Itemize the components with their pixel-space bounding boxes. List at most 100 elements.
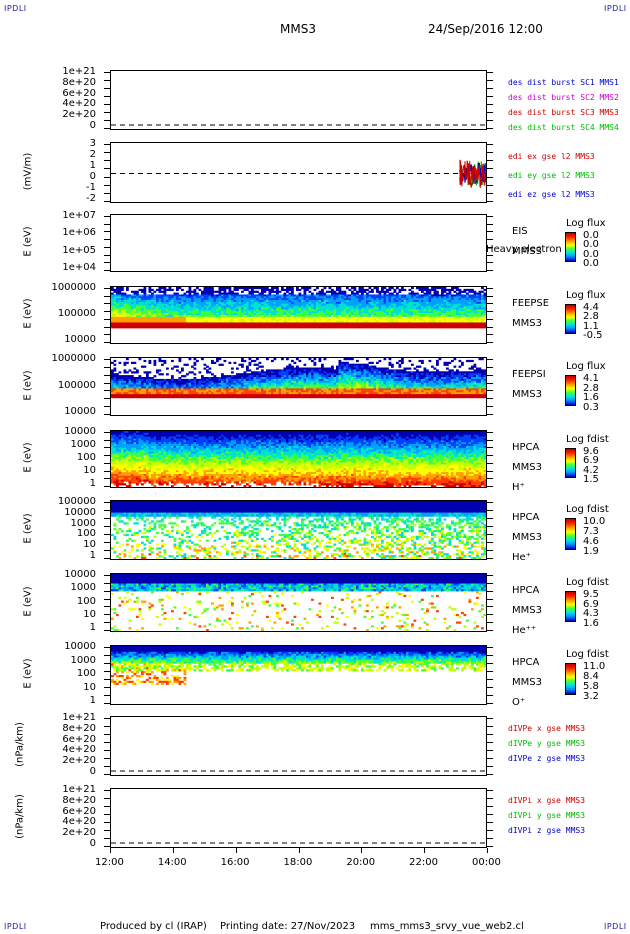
- spectrogram-cell: [386, 307, 389, 310]
- spectrogram-cell: [451, 326, 454, 329]
- spectrogram-cell: [271, 384, 274, 387]
- spectrogram-cell: [283, 392, 287, 395]
- spectrogram-cell: [233, 324, 237, 327]
- spectrogram-cell: [308, 371, 312, 374]
- spectrogram-cell: [263, 380, 267, 383]
- spectrogram-cell: [173, 305, 177, 308]
- spectrogram-cell: [441, 315, 444, 318]
- spectrogram-cell: [193, 307, 197, 310]
- spectrogram-cell: [188, 303, 192, 306]
- spectrogram-cell: [388, 320, 392, 323]
- spectrogram-cell: [266, 296, 269, 299]
- spectrogram-cell: [331, 388, 334, 391]
- spectrogram-cell: [176, 318, 179, 321]
- spectrogram-cell: [168, 396, 172, 399]
- spectrogram-cell: [391, 384, 394, 387]
- spectrogram-cell: [481, 301, 484, 305]
- spectrogram-cell: [301, 380, 304, 383]
- spectrogram-cell: [291, 294, 294, 297]
- spectrogram-cell: [271, 318, 274, 321]
- spectrogram-cell: [356, 305, 359, 308]
- spectrogram-cell: [158, 320, 162, 323]
- spectrogram-cell: [411, 296, 414, 299]
- spectrogram-cell: [116, 318, 119, 321]
- spectrogram-cell: [228, 292, 232, 295]
- spectrogram-cell: [471, 324, 474, 327]
- spectrogram-cell: [376, 303, 379, 306]
- spectrogram-cell: [448, 315, 452, 318]
- spectrogram-cell: [481, 296, 484, 299]
- spectrogram-cell: [336, 315, 339, 318]
- spectrogram-cell: [216, 358, 219, 361]
- spectrogram-cell: [258, 311, 262, 314]
- spectrogram-cell: [293, 361, 297, 364]
- spectrogram-cell: [248, 373, 252, 376]
- spectrogram-cell: [358, 375, 362, 378]
- spectrogram-cell: [118, 377, 122, 380]
- spectrogram-cell: [236, 305, 239, 308]
- spectrogram-cell: [196, 313, 199, 316]
- spectrogram-cell: [328, 326, 332, 329]
- spectrogram-cell: [403, 288, 407, 292]
- spectrogram-cell: [351, 380, 354, 383]
- spectrogram-cell: [288, 316, 292, 320]
- spectrogram-cell: [286, 287, 289, 290]
- spectrogram-cell: [211, 303, 214, 306]
- spectrogram-cell: [311, 390, 314, 393]
- spectrogram-cell: [401, 373, 404, 376]
- spectrogram-cell: [268, 384, 272, 387]
- spectrogram-cell: [161, 394, 164, 397]
- spectrogram-cell: [356, 292, 359, 295]
- spectrogram-cell: [328, 322, 332, 325]
- spectrogram-cell: [306, 303, 309, 306]
- spectrogram-cell: [246, 313, 249, 316]
- spectrogram-cell: [156, 320, 159, 323]
- spectrogram-cell: [196, 382, 199, 385]
- spectrogram-cell: [371, 388, 374, 391]
- spectrogram-cell: [323, 382, 327, 385]
- spectrogram-cell: [196, 301, 199, 305]
- spectrogram-cell: [283, 294, 287, 297]
- spectrogram-cell: [118, 396, 122, 399]
- spectrogram-cell: [228, 298, 232, 301]
- spectrogram-cell: [148, 290, 152, 293]
- spectrogram-cell: [403, 318, 407, 321]
- spectrogram-cell: [223, 326, 227, 329]
- spectrogram-cell: [376, 298, 379, 301]
- spectrogram-cell: [243, 382, 247, 385]
- y-tick-label: 1e+05: [62, 244, 96, 256]
- spectrogram-cell: [273, 377, 277, 380]
- spectrogram-cell: [356, 392, 359, 395]
- spectrogram-cell: [156, 305, 159, 308]
- spectrogram-cell: [183, 303, 187, 306]
- spectrogram-cell: [236, 301, 239, 305]
- spectrogram-cell: [121, 390, 124, 393]
- spectrogram-cell: [256, 371, 259, 374]
- spectrogram-cell: [353, 367, 357, 370]
- spectrogram-cell: [441, 318, 444, 321]
- y-tick-label: 1e+07: [62, 210, 96, 221]
- spectrogram-cell: [333, 318, 337, 321]
- spectrogram-cell: [371, 303, 374, 306]
- spectrogram-cell: [178, 386, 182, 389]
- spectrogram-cell: [133, 394, 137, 397]
- spectrogram-cell: [436, 307, 439, 310]
- spectrogram-cell: [318, 367, 322, 370]
- y-axis-label: E (eV): [22, 298, 34, 329]
- spectrogram-cell: [208, 307, 212, 310]
- spectrogram-cell: [308, 300, 312, 303]
- spectrogram-cell: [278, 307, 282, 310]
- spectrogram-cell: [396, 392, 399, 395]
- spectrogram-cell: [178, 311, 182, 314]
- spectrogram-cell: [386, 294, 389, 297]
- spectrogram-cell: [353, 324, 357, 327]
- spectrogram-cell: [263, 371, 267, 374]
- spectrogram-cell: [178, 380, 182, 383]
- spectrogram-cell: [471, 318, 474, 321]
- spectrogram-cell: [408, 298, 412, 301]
- spectrogram-cell: [336, 300, 339, 303]
- spectrogram-cell: [366, 390, 369, 393]
- spectrogram-cell: [471, 300, 474, 303]
- spectrogram-cell: [341, 300, 344, 303]
- spectrogram-cell: [446, 326, 449, 329]
